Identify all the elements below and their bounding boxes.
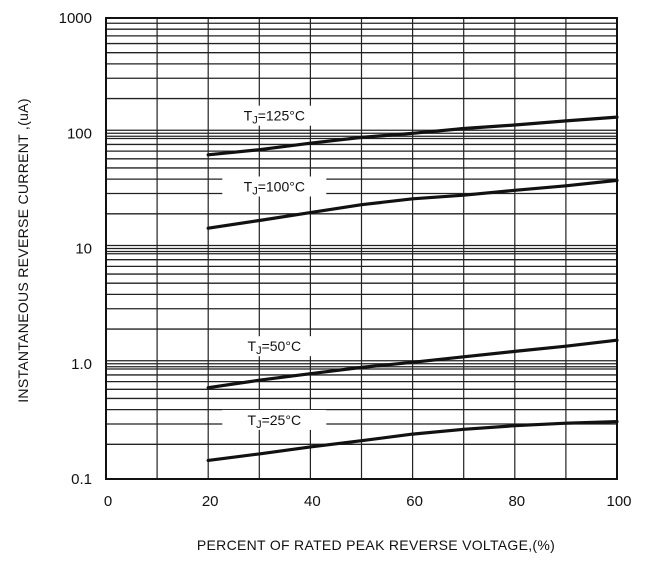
series-label-1: TJ=125°C — [222, 105, 327, 127]
series-label-text: TJ=25°C — [248, 412, 302, 431]
plot-frame — [105, 17, 618, 480]
series-lines — [206, 115, 619, 462]
x-axis-title: PERCENT OF RATED PEAK REVERSE VOLTAGE,(%… — [197, 537, 555, 553]
x-tick-label: 40 — [304, 493, 321, 510]
x-tick-label: 20 — [202, 493, 219, 510]
y-axis-title: INSTANTANEOUS REVERSE CURRENT ,(uA) — [15, 98, 31, 403]
x-tick-label: 0 — [104, 493, 112, 510]
series-label-4: TJ=25°C — [222, 409, 327, 431]
series-label-text: TJ=100°C — [244, 178, 305, 197]
series-line-3 — [206, 338, 619, 390]
series-label-box — [222, 105, 327, 126]
x-tick-label: 60 — [406, 493, 423, 510]
series-label-box — [222, 336, 327, 357]
grid-lines — [106, 18, 617, 479]
series-line-4 — [206, 420, 619, 462]
series-line-2 — [206, 178, 619, 230]
y-tick-label: 10 — [75, 241, 92, 258]
y-tick-label: 100 — [67, 125, 92, 142]
y-tick-label: 1000 — [59, 10, 92, 27]
series-label-text: TJ=50°C — [248, 338, 302, 357]
series-label-box — [222, 409, 327, 430]
y-axis-ticks: 0.1 1.0 10 100 1000 — [59, 10, 92, 488]
y-tick-label: 1.0 — [71, 356, 92, 373]
y-tick-label: 0.1 — [71, 471, 92, 488]
series-label-text: TJ=125°C — [244, 108, 305, 127]
series-line-1 — [206, 115, 619, 157]
x-tick-label: 80 — [508, 493, 525, 510]
x-axis-ticks: 0 20 40 60 80 100 — [104, 493, 632, 510]
series-label-box — [222, 176, 327, 197]
series-label-3: TJ=50°C — [222, 336, 327, 357]
series-labels: TJ=125°C TJ=100°C TJ=50°C TJ=25°C — [222, 105, 327, 431]
x-tick-label: 100 — [606, 493, 631, 510]
series-label-2: TJ=100°C — [222, 176, 327, 197]
